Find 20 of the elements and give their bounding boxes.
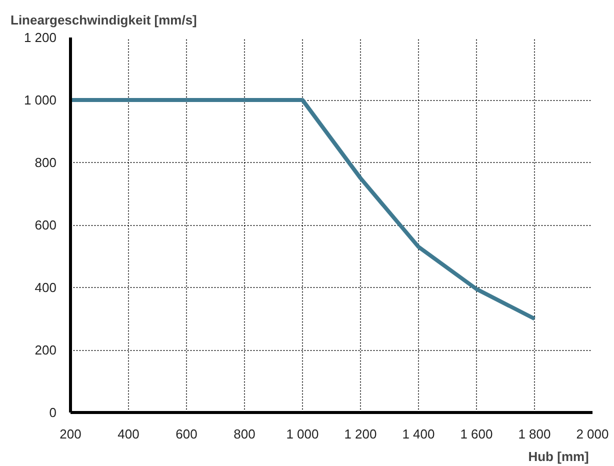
y-tick-label: 600 xyxy=(34,218,57,232)
x-tick-label: 600 xyxy=(176,426,198,442)
y-tick-label: 1 200 xyxy=(24,30,57,45)
x-tick-label: 1 600 xyxy=(460,426,493,442)
x-tick-label: 1 400 xyxy=(402,426,435,442)
x-tick-label: 2 000 xyxy=(576,426,609,442)
y-axis-title: Lineargeschwindigkeit [mm/s] xyxy=(10,12,197,28)
y-tick-label: 200 xyxy=(34,342,57,358)
x-tick-label: 400 xyxy=(118,426,140,442)
x-tick-label: 200 xyxy=(60,426,82,442)
x-axis-title: Hub [mm] xyxy=(528,449,589,464)
x-tick-label: 800 xyxy=(234,426,256,442)
x-tick-label: 1 000 xyxy=(286,426,319,442)
x-tick-label: 1 800 xyxy=(518,426,551,442)
y-tick-label: 400 xyxy=(34,280,57,295)
line-series xyxy=(70,98,536,321)
y-tick-label: 800 xyxy=(34,155,57,170)
y-tick-label: 1 000 xyxy=(24,92,57,108)
x-tick-label: 1 200 xyxy=(344,426,377,442)
y-tick-label: 0 xyxy=(49,405,57,420)
